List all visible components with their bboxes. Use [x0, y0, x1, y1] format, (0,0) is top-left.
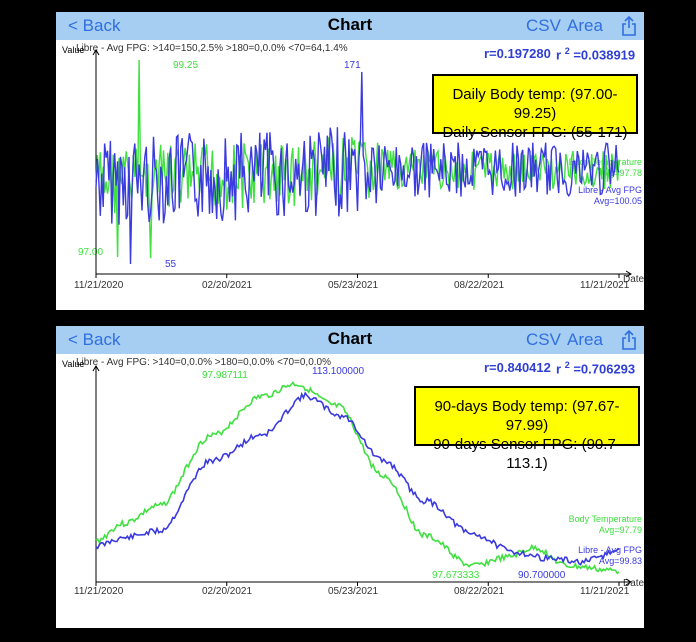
legend-fpg: Libre - Avg FPG Avg=99.83: [578, 545, 642, 567]
legend-body-temp: Body Temperature Avg=97.79: [569, 514, 642, 536]
green-min-label: 97.00: [78, 247, 104, 258]
series-line-libre-fpg: [95, 71, 620, 265]
line-chart-90days: [92, 365, 632, 586]
r2-value: r 2 =0.038919: [556, 46, 635, 62]
series-line-body-temperature: [95, 381, 620, 575]
legend-fpg: Libre - Avg FPG Avg=100.05: [578, 185, 642, 207]
legend-green-avg: Avg=97.79: [598, 525, 642, 535]
y-axis-arrow: [92, 49, 100, 56]
r-value: r=0.197280: [484, 46, 551, 61]
x-tick-label: 11/21/2020: [74, 280, 124, 291]
stats-line: Libre - Avg FPG: >140=0,0.0% >180=0,0.0%…: [76, 357, 331, 368]
stats-line: Libre - Avg FPG: >140=150,2.5% >180=0,0.…: [76, 43, 348, 54]
x-tick-label: 05/23/2021: [328, 280, 379, 291]
legend-blue-name: Libre - Avg FPG: [578, 545, 642, 555]
line-chart-daily: [92, 49, 632, 278]
chart-panel-90days: < Back Chart CSV Area Libre - Avg FPG: >…: [56, 326, 644, 628]
series-line-libre-fpg: [95, 391, 620, 566]
legend-green-name: Body Temperature: [568, 514, 642, 524]
r2-label: r: [556, 361, 562, 377]
x-tick-label: 11/21/2021: [580, 280, 630, 291]
x-tick-label: 02/20/2021: [202, 280, 253, 291]
annotation-line-2: Daily Sensor FPG: (55-171): [442, 124, 628, 141]
x-tick-label: 05/23/2021: [328, 586, 379, 597]
home-indicator[interactable]: [283, 313, 413, 319]
green-min-label: 97.673333: [432, 570, 480, 581]
x-axis-label: Date: [623, 578, 644, 589]
home-indicator[interactable]: [283, 630, 413, 636]
legend-blue-avg: Avg=99.83: [598, 556, 642, 566]
r2-label: r: [556, 47, 562, 63]
x-tick-label: 08/22/2021: [454, 586, 505, 597]
y-axis-arrow: [92, 365, 100, 372]
csv-button[interactable]: CSV: [526, 16, 561, 35]
x-tick-label: 11/21/2020: [74, 586, 124, 597]
green-max-label: 97.987111: [202, 370, 248, 381]
annotation-line-2: 90-days Sensor FPG: (90.7-113.1): [433, 436, 621, 472]
r2-number: =0.038919: [573, 47, 636, 63]
x-axis-arrow: [625, 270, 632, 278]
share-icon[interactable]: [620, 329, 638, 351]
back-button[interactable]: < Back: [68, 330, 121, 349]
annotation-line-1: Daily Body temp: (97.00-99.25): [452, 86, 618, 122]
r-value: r=0.840412: [484, 360, 551, 375]
legend-blue-avg: Avg=100.05: [593, 196, 642, 206]
csv-button[interactable]: CSV: [526, 330, 561, 349]
back-button[interactable]: < Back: [68, 16, 121, 35]
r2-sup: 2: [564, 46, 570, 56]
legend-blue-name: Libre - Avg FPG: [578, 185, 642, 195]
x-tick-label: 11/21/2021: [580, 586, 630, 597]
area-button[interactable]: Area: [567, 330, 603, 349]
y-axis-label: Value: [62, 45, 85, 55]
nav-bar: < Back Chart CSV Area: [56, 326, 644, 354]
r2-sup: 2: [564, 360, 570, 370]
chart-panel-daily: < Back Chart CSV Area Libre - Avg FPG: >…: [56, 12, 644, 310]
legend-green-avg: Avg=97.78: [598, 168, 642, 178]
x-tick-label: 08/22/2021: [454, 280, 505, 291]
annotation-line-1: 90-days Body temp: (97.67-97.99): [434, 398, 620, 434]
blue-min-label: 90.700000: [518, 570, 566, 581]
green-max-label: 99.25: [173, 60, 199, 71]
area-button[interactable]: Area: [567, 16, 603, 35]
blue-max-label: 113.100000: [312, 366, 365, 377]
x-axis-label: Date: [623, 274, 644, 285]
y-axis-label: Value: [62, 359, 85, 369]
annotation-box: 90-days Body temp: (97.67-97.99) 90-days…: [414, 386, 640, 472]
r2-value: r 2 =0.706293: [556, 360, 635, 376]
share-icon[interactable]: [620, 15, 638, 37]
x-axis-arrow: [625, 578, 632, 586]
r2-number: =0.706293: [573, 361, 636, 377]
x-tick-label: 02/20/2021: [202, 586, 253, 597]
blue-max-label: 171: [344, 60, 361, 71]
annotation-box: Daily Body temp: (97.00-99.25) Daily Sen…: [432, 74, 638, 141]
blue-min-label: 55: [165, 259, 177, 270]
